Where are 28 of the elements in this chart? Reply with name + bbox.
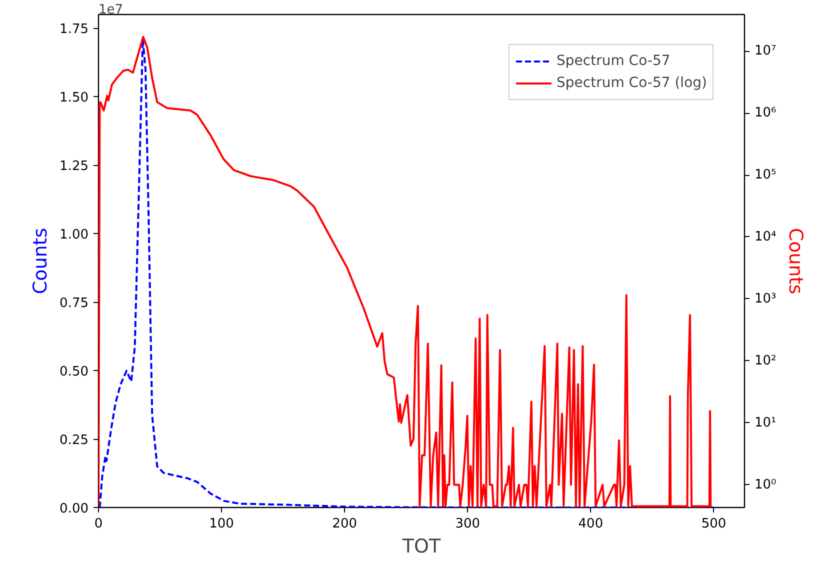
y2-tick-label: 10² [754, 353, 776, 368]
y-tick-label: 1.50 [60, 90, 89, 106]
y2-tick-label: 10⁶ [754, 106, 776, 121]
x-tick-label: 200 [332, 516, 358, 532]
y-axis-title: Counts [30, 228, 52, 294]
y-tick-label: 0.50 [60, 364, 89, 380]
x-tick-label: 100 [209, 516, 234, 532]
x-tick-label: 300 [455, 516, 480, 532]
y2-axis-title: Counts [784, 228, 806, 294]
y2-tick-label: 10⁷ [754, 44, 776, 59]
y-tick-label: 1.00 [60, 228, 89, 243]
y2-tick-label: 10³ [754, 291, 776, 306]
x-tick-label: 400 [578, 516, 604, 532]
x-tick-label: 500 [701, 516, 726, 532]
x-tick-label: 0 [94, 516, 103, 532]
legend-label: Spectrum Co-57 [556, 53, 670, 69]
x-axis-title: TOT [401, 536, 441, 558]
y2-tick-label: 10⁴ [754, 229, 776, 244]
legend-label: Spectrum Co-57 (log) [556, 75, 707, 91]
y2-tick-label: 10⁵ [754, 168, 776, 183]
y2-tick-label: 10¹ [754, 415, 776, 430]
annotation: 1e7 [98, 2, 124, 18]
y-tick-label: 0.75 [60, 296, 89, 312]
y2-tick-label: 10⁰ [754, 477, 776, 492]
y-tick-label: 0.25 [60, 433, 89, 448]
y-tick-label: 1.75 [60, 22, 89, 38]
y-tick-label: 0.00 [60, 502, 89, 516]
y-tick-label: 1.25 [60, 159, 89, 174]
